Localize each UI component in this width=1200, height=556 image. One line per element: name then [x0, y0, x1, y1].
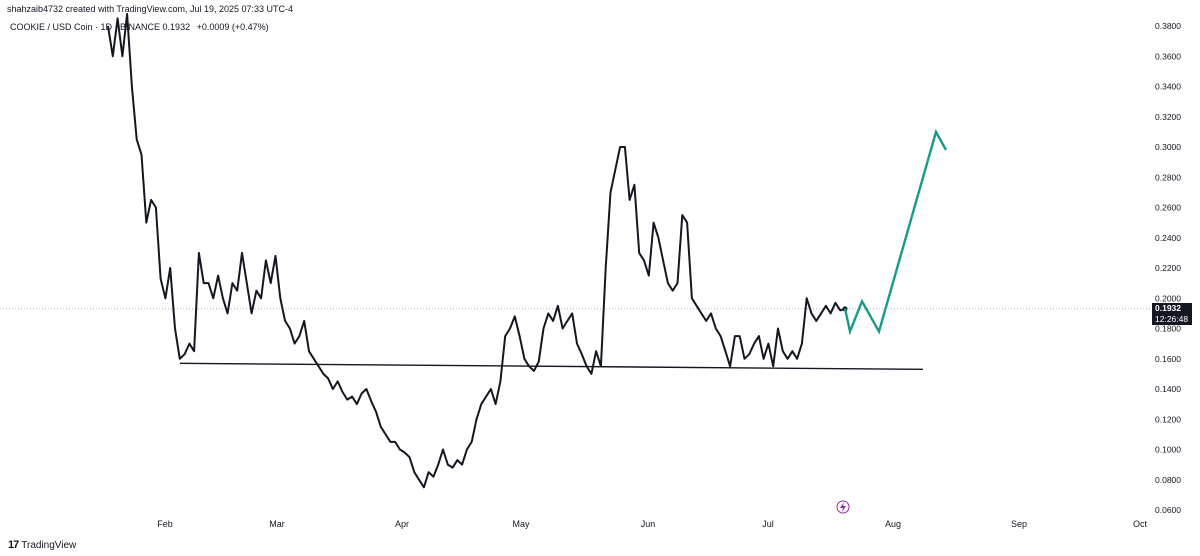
price-line-series [107, 13, 846, 489]
x-tick-label: May [512, 519, 530, 529]
y-tick-label: 0.0800 [1155, 475, 1181, 485]
tradingview-logo-icon: 17 [8, 539, 19, 551]
x-tick-label: Sep [1011, 519, 1027, 529]
y-tick-label: 0.3200 [1155, 112, 1181, 122]
y-tick-label: 0.1600 [1155, 354, 1181, 364]
footer: 17 TradingView [8, 539, 76, 551]
y-tick-label: 0.1200 [1155, 414, 1181, 424]
y-tick-label: 0.2600 [1155, 203, 1181, 213]
y-tick-label: 0.3800 [1155, 21, 1181, 31]
x-tick-label: Aug [885, 519, 901, 529]
y-tick-label: 0.3600 [1155, 51, 1181, 61]
y-tick-label: 0.1400 [1155, 384, 1181, 394]
tradingview-brand: TradingView [21, 539, 77, 551]
y-tick-label: 0.2000 [1155, 293, 1181, 303]
y-tick-label: 0.2200 [1155, 263, 1181, 273]
x-tick-label: Jul [762, 519, 774, 529]
x-tick-label: Oct [1133, 519, 1148, 529]
x-tick-label: Apr [395, 519, 409, 529]
y-tick-label: 0.1800 [1155, 324, 1181, 334]
symbol-change: +0.0009 (+0.47%) [196, 22, 269, 32]
x-tick-label: Mar [269, 519, 285, 529]
symbol-label: COOKIE / USD Coin · 1D · BINANCE [10, 22, 161, 32]
symbol-info: COOKIE / USD Coin · 1D · BINANCE 0.1932 … [10, 22, 269, 32]
y-tick-label: 0.3000 [1155, 142, 1181, 152]
x-tick-label: Feb [157, 519, 173, 529]
y-tick-label: 0.3400 [1155, 82, 1181, 92]
y-tick-label: 0.2400 [1155, 233, 1181, 243]
flash-icon [836, 500, 850, 514]
y-tick-label: 0.0600 [1155, 505, 1181, 515]
current-price-value: 0.1932 [1155, 303, 1181, 313]
current-price-tag: 0.1932 12:26:48 [1152, 303, 1192, 325]
y-tick-label: 0.2800 [1155, 172, 1181, 182]
x-tick-label: Jun [641, 519, 656, 529]
projection-arrow [843, 128, 948, 336]
bar-countdown: 12:26:48 [1155, 314, 1189, 324]
symbol-price: 0.1932 [162, 22, 191, 32]
flash-bolt-icon [840, 502, 846, 512]
chart-attribution: shahzaib4732 created with TradingView.co… [7, 4, 294, 14]
y-tick-label: 0.1000 [1155, 445, 1181, 455]
support-trendline [179, 362, 924, 371]
